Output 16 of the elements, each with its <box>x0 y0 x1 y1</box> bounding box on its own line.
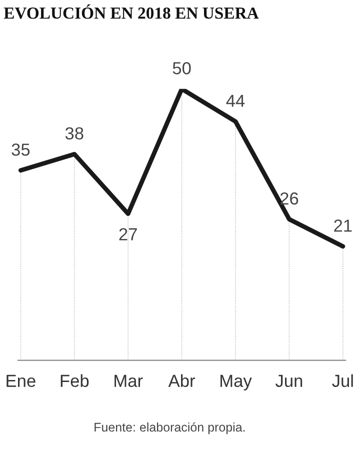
data-label: 44 <box>226 94 245 107</box>
data-label: 27 <box>119 228 137 240</box>
source-note: Fuente: elaboración propia. <box>94 422 245 434</box>
x-tick-label: May <box>220 374 252 390</box>
x-tick-label: Feb <box>60 374 89 387</box>
data-label: 50 <box>172 62 191 74</box>
data-label: 35 <box>12 144 30 156</box>
x-tick-label: Ene <box>6 374 36 387</box>
x-tick-label: Mar <box>114 374 143 387</box>
data-label: 21 <box>334 220 352 232</box>
x-tick-label: Abr <box>168 374 196 387</box>
x-tick-label: Jun <box>275 374 302 387</box>
data-label: 38 <box>65 127 84 140</box>
data-label: 26 <box>280 192 298 205</box>
x-tick-label: Jul <box>332 374 353 387</box>
chart-title: EVOLUCIÓN EN 2018 EN USERA <box>4 4 259 19</box>
